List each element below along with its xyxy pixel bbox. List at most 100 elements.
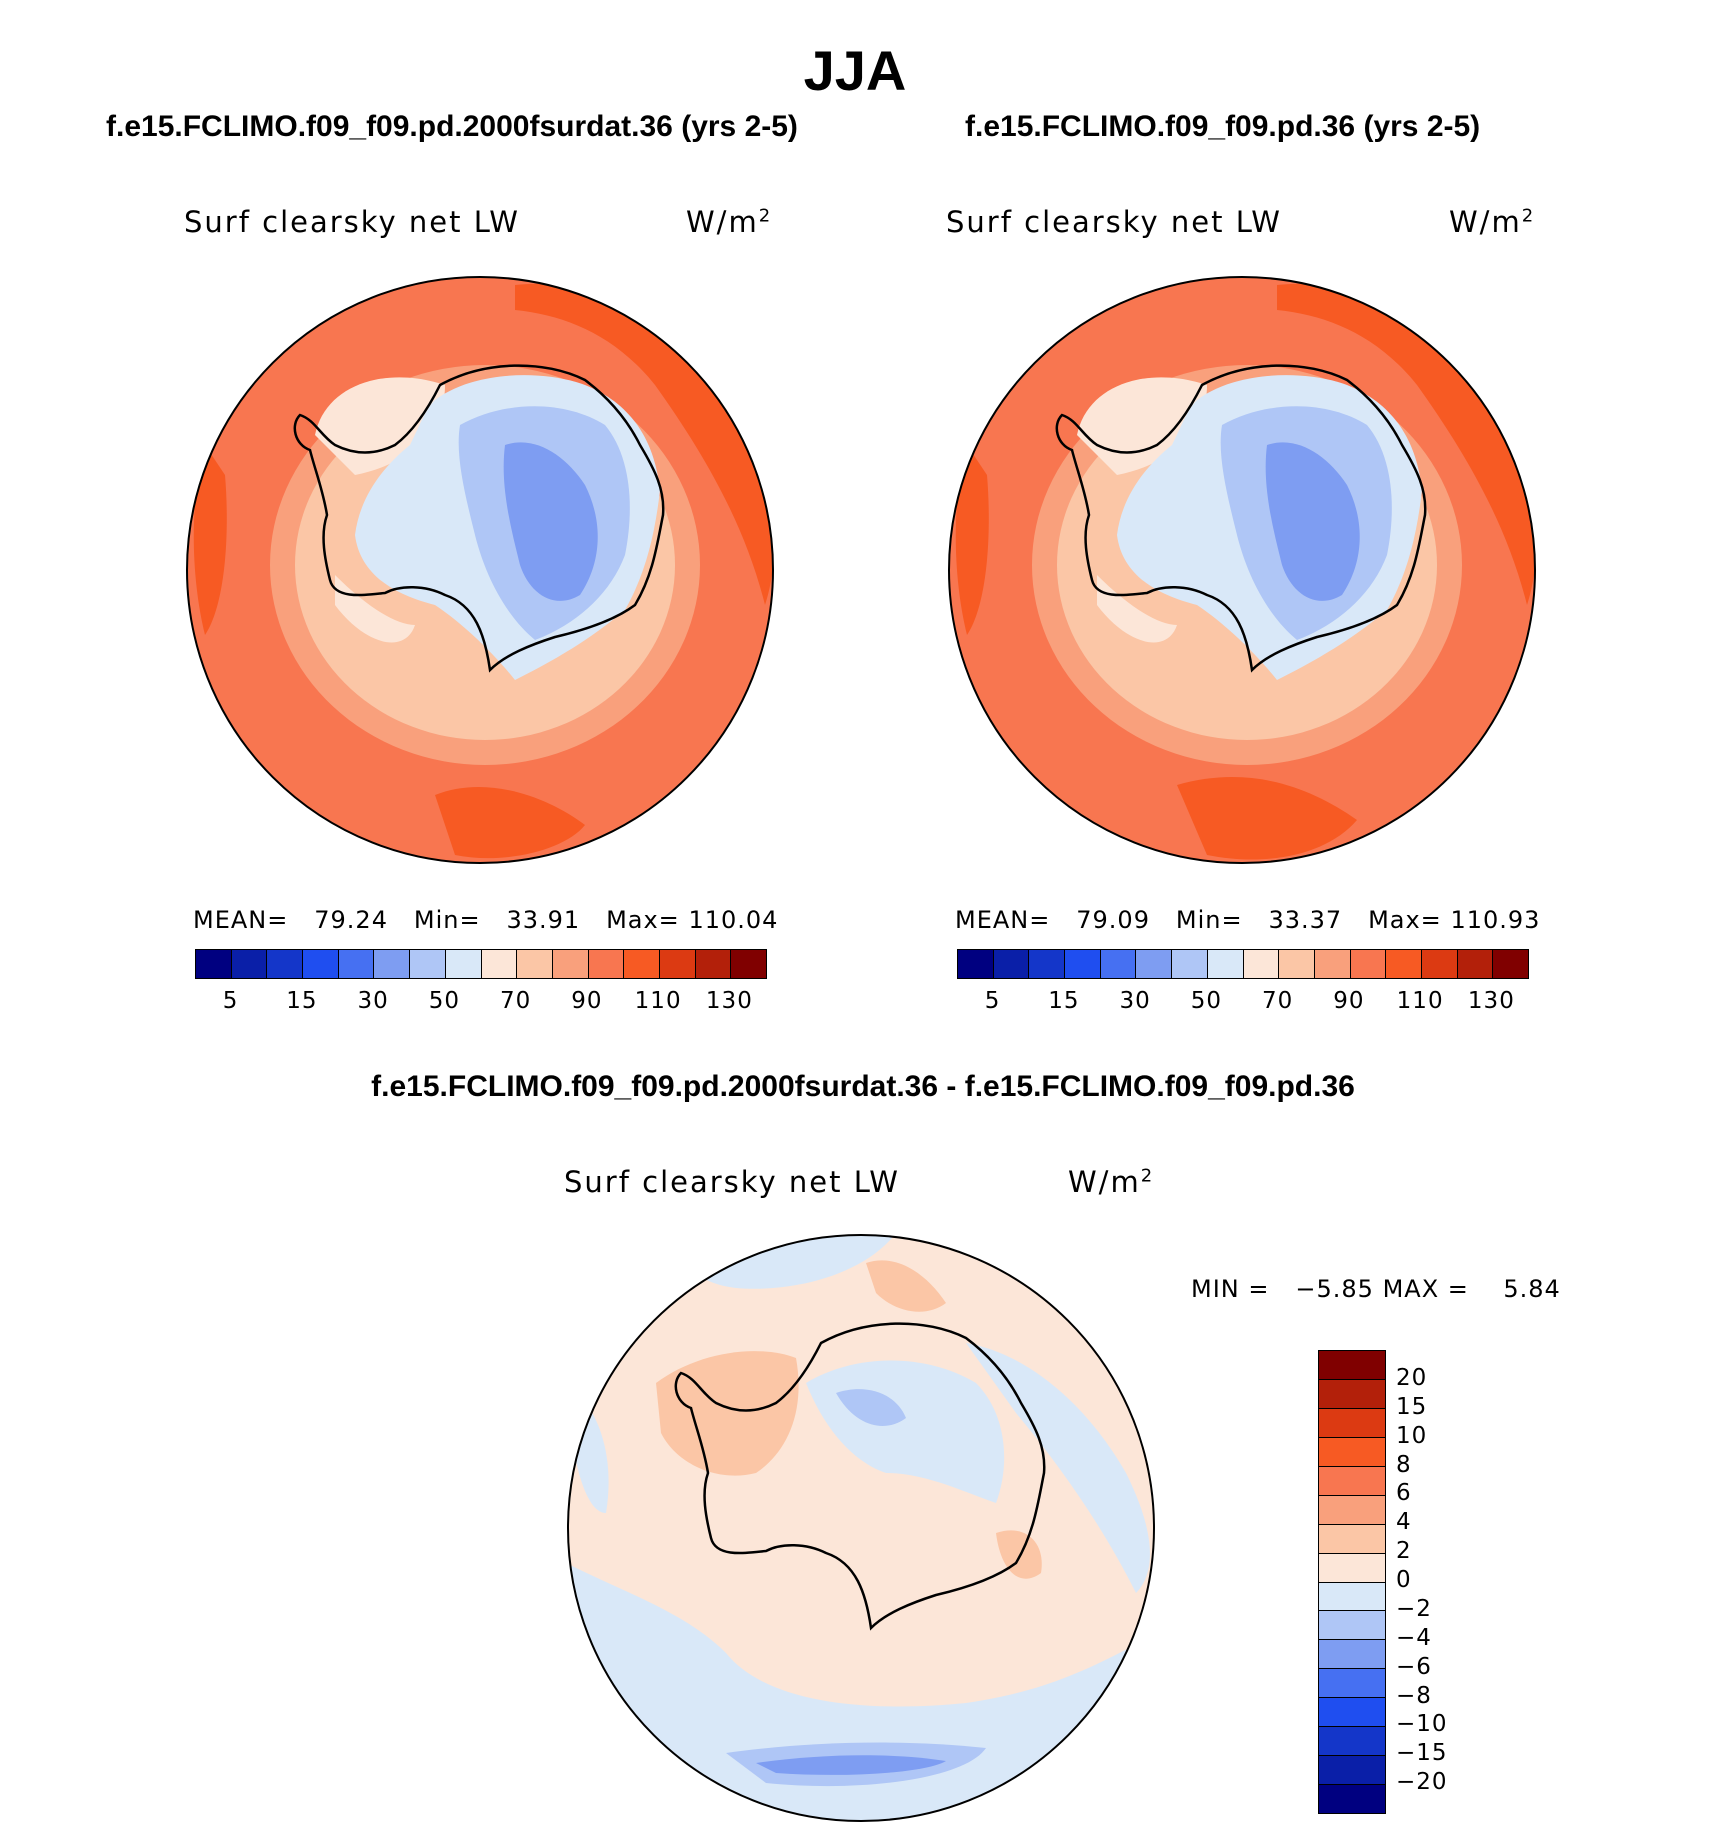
colorbar-tick-label: 20 (1396, 1364, 1428, 1391)
colorbar-swatch (1319, 1408, 1385, 1438)
colorbar-tick-label: −8 (1396, 1682, 1432, 1709)
colorbar-swatch (374, 950, 411, 978)
colorbar-swatch (1029, 950, 1066, 978)
panel1-warm-band-south (435, 786, 585, 859)
panel2-warm-band-west (955, 445, 989, 635)
panel1-colorbar (195, 949, 767, 979)
colorbar-swatch (731, 950, 766, 978)
colorbar-tick-label: −10 (1396, 1711, 1448, 1738)
panel2-colorbar (957, 949, 1529, 979)
colorbar-swatch (1421, 950, 1458, 978)
colorbar-tick-label: 110 (1396, 988, 1444, 1014)
panel1-title: f.e15.FCLIMO.f09_f09.pd.2000fsurdat.36 (… (106, 110, 798, 143)
colorbar-tick-label: 130 (1467, 988, 1515, 1014)
colorbar-tick-label: 15 (1396, 1393, 1428, 1420)
colorbar-swatch (1319, 1466, 1385, 1496)
colorbar-swatch (1350, 950, 1387, 978)
panel2-units-label: W/m2 (1449, 205, 1536, 239)
colorbar-swatch (1319, 1727, 1385, 1757)
diff-positive-north (866, 1260, 946, 1312)
colorbar-tick-label: 8 (1396, 1451, 1412, 1478)
colorbar-tick-label: 70 (499, 988, 532, 1014)
colorbar-swatch (1243, 950, 1280, 978)
colorbar-tick-label: −20 (1396, 1769, 1448, 1796)
diff-title: f.e15.FCLIMO.f09_f09.pd.2000fsurdat.36 -… (371, 1070, 1355, 1103)
diff-units-label: W/m2 (1068, 1165, 1155, 1199)
colorbar-tick-label: 5 (222, 988, 239, 1014)
colorbar-swatch (1319, 1379, 1385, 1409)
colorbar-swatch (552, 950, 589, 978)
colorbar-swatch (1319, 1669, 1385, 1699)
diff-field-negative-east (966, 1343, 1150, 1593)
diff-field-negative-south (568, 1563, 1154, 1821)
colorbar-swatch (1172, 950, 1208, 978)
panel1-warm-band-west (193, 445, 227, 635)
colorbar-swatch (1314, 950, 1351, 978)
colorbar-tick-label: 30 (1119, 988, 1151, 1014)
colorbar-swatch (624, 950, 660, 978)
colorbar-swatch (588, 950, 625, 978)
colorbar-tick-label: 70 (1261, 988, 1294, 1014)
colorbar-swatch (958, 950, 994, 978)
diff-colorbar (1318, 1350, 1386, 1814)
colorbar-tick-label: −2 (1396, 1595, 1432, 1622)
colorbar-swatch (517, 950, 553, 978)
colorbar-tick-label: −15 (1396, 1740, 1448, 1767)
colorbar-tick-label: 4 (1396, 1509, 1412, 1536)
colorbar-swatch (196, 950, 232, 978)
panel1-colorbar-ticks: 5 15 30 50 70 90 110 130 (195, 988, 768, 1018)
panel1-variable-label: Surf clearsky net LW (184, 205, 520, 239)
panel1-map-border (186, 276, 774, 864)
colorbar-tick-label: 15 (1048, 988, 1080, 1014)
colorbar-swatch (231, 950, 268, 978)
colorbar-swatch (303, 950, 339, 978)
panel2-contour-40 (1265, 442, 1360, 601)
diff-stats: MIN = −5.85 MAX = 5.84 (1191, 1275, 1561, 1303)
panel1-stats: MEAN= 79.24 Min= 33.91 Max= 110.04 (193, 906, 779, 934)
diff-polar-map (567, 1234, 1155, 1822)
colorbar-swatch (1319, 1582, 1385, 1612)
colorbar-tick-label: 30 (357, 988, 389, 1014)
panel1-weddell-shelf (335, 575, 415, 643)
season-title: JJA (803, 39, 907, 102)
panel2-stats: MEAN= 79.09 Min= 33.37 Max= 110.93 (955, 906, 1541, 934)
colorbar-swatch (1136, 950, 1173, 978)
colorbar-swatch (1279, 950, 1315, 978)
colorbar-tick-label: −6 (1396, 1653, 1432, 1680)
colorbar-swatch (1319, 1640, 1385, 1670)
colorbar-swatch (1065, 950, 1101, 978)
diff-negative-plateau-core (836, 1389, 906, 1426)
colorbar-swatch (1319, 1351, 1385, 1380)
colorbar-swatch (1457, 950, 1494, 978)
colorbar-swatch (410, 950, 446, 978)
panel1-units-label: W/m2 (686, 205, 773, 239)
colorbar-swatch (267, 950, 304, 978)
colorbar-tick-label: 2 (1396, 1538, 1412, 1565)
colorbar-swatch (338, 950, 375, 978)
colorbar-swatch (1319, 1553, 1385, 1583)
panel1-antarctica-coastline (293, 364, 665, 673)
colorbar-swatch (1386, 950, 1422, 978)
colorbar-swatch (1493, 950, 1528, 978)
diff-positive-east (996, 1530, 1042, 1579)
colorbar-swatch (695, 950, 732, 978)
colorbar-tick-label: 6 (1396, 1480, 1412, 1507)
colorbar-swatch (481, 950, 518, 978)
panel1-polar-map (186, 276, 774, 864)
colorbar-swatch (1207, 950, 1244, 978)
colorbar-swatch (1319, 1698, 1385, 1728)
colorbar-swatch (1319, 1756, 1385, 1786)
panel2-polar-map (948, 276, 1536, 864)
diff-negative-core-strong (756, 1755, 946, 1775)
colorbar-swatch (1100, 950, 1137, 978)
panel2-variable-label: Surf clearsky net LW (946, 205, 1282, 239)
panel2-warm-band-south (1177, 777, 1357, 860)
colorbar-swatch (659, 950, 696, 978)
diff-antarctica-coastline (674, 1322, 1046, 1631)
colorbar-tick-label: 90 (571, 988, 603, 1014)
panel1-contour-40 (503, 442, 598, 601)
panel2-map-border (948, 276, 1536, 864)
colorbar-swatch (1319, 1785, 1385, 1813)
colorbar-swatch (1319, 1524, 1385, 1554)
colorbar-tick-label: 50 (428, 988, 461, 1014)
